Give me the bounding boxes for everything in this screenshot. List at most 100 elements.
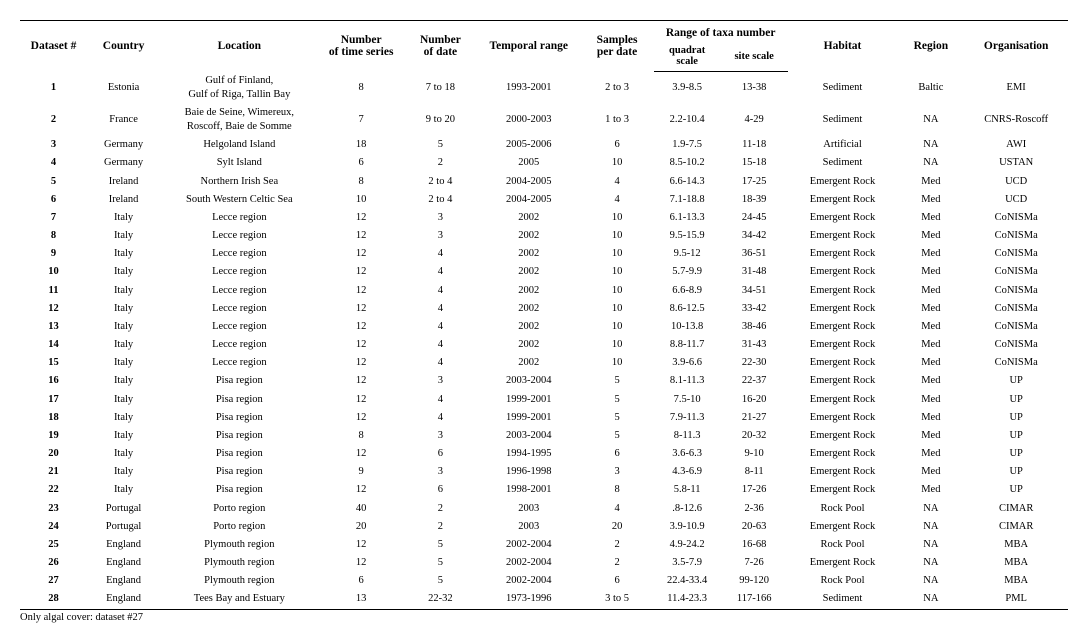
table-row: 24PortugalPorto region2022003203.9-10.92…	[20, 518, 1068, 536]
cell-site: 18-39	[721, 191, 788, 209]
cell-country: Italy	[87, 300, 160, 318]
cell-region: NA	[897, 500, 964, 518]
cell-country: Ireland	[87, 191, 160, 209]
cell-samples: 10	[581, 282, 654, 300]
cell-habitat: Emergent Rock	[788, 554, 898, 572]
cell-location: Lecce region	[160, 245, 318, 263]
cell-nts: 12	[319, 354, 404, 372]
cell-habitat: Sediment	[788, 104, 898, 136]
cell-nd: 2 to 4	[404, 191, 477, 209]
cell-nts: 8	[319, 173, 404, 191]
cell-temporal: 2002-2004	[477, 572, 581, 590]
cell-nts: 8	[319, 427, 404, 445]
cell-id: 20	[20, 445, 87, 463]
cell-location: Plymouth region	[160, 536, 318, 554]
cell-nts: 12	[319, 481, 404, 499]
cell-nts: 12	[319, 245, 404, 263]
header-quadrat: quadratscale	[654, 45, 721, 72]
cell-quadrat: 3.9-8.5	[654, 72, 721, 104]
table-row: 6IrelandSouth Western Celtic Sea102 to 4…	[20, 191, 1068, 209]
cell-nd: 5	[404, 572, 477, 590]
cell-site: 13-38	[721, 72, 788, 104]
cell-quadrat: 8.5-10.2	[654, 154, 721, 172]
cell-habitat: Emergent Rock	[788, 336, 898, 354]
cell-country: Italy	[87, 318, 160, 336]
cell-id: 23	[20, 500, 87, 518]
cell-location: South Western Celtic Sea	[160, 191, 318, 209]
cell-org: CoNISMa	[964, 336, 1068, 354]
table-row: 8ItalyLecce region1232002109.5-15.934-42…	[20, 227, 1068, 245]
cell-samples: 4	[581, 191, 654, 209]
cell-country: Estonia	[87, 72, 160, 104]
cell-nd: 3	[404, 227, 477, 245]
cell-org: CIMAR	[964, 518, 1068, 536]
cell-temporal: 2000-2003	[477, 104, 581, 136]
cell-quadrat: 5.8-11	[654, 481, 721, 499]
cell-id: 8	[20, 227, 87, 245]
cell-region: NA	[897, 590, 964, 609]
cell-habitat: Emergent Rock	[788, 391, 898, 409]
cell-samples: 5	[581, 372, 654, 390]
cell-quadrat: 10-13.8	[654, 318, 721, 336]
table-row: 2FranceBaie de Seine, Wimereux,Roscoff, …	[20, 104, 1068, 136]
cell-quadrat: 22.4-33.4	[654, 572, 721, 590]
cell-quadrat: 3.6-6.3	[654, 445, 721, 463]
cell-nd: 2	[404, 154, 477, 172]
cell-region: Med	[897, 445, 964, 463]
cell-id: 16	[20, 372, 87, 390]
cell-quadrat: 3.9-6.6	[654, 354, 721, 372]
table-row: 15ItalyLecce region1242002103.9-6.622-30…	[20, 354, 1068, 372]
table-row: 27EnglandPlymouth region652002-2004622.4…	[20, 572, 1068, 590]
cell-temporal: 2002	[477, 300, 581, 318]
table-row: 20ItalyPisa region1261994-199563.6-6.39-…	[20, 445, 1068, 463]
cell-region: Med	[897, 427, 964, 445]
cell-org: CIMAR	[964, 500, 1068, 518]
cell-nts: 12	[319, 263, 404, 281]
cell-id: 27	[20, 572, 87, 590]
cell-nts: 9	[319, 463, 404, 481]
cell-id: 19	[20, 427, 87, 445]
cell-site: 16-20	[721, 391, 788, 409]
cell-location: Lecce region	[160, 318, 318, 336]
header-org: Organisation	[964, 21, 1068, 72]
cell-org: EMI	[964, 72, 1068, 104]
cell-nts: 6	[319, 154, 404, 172]
cell-region: Med	[897, 391, 964, 409]
cell-quadrat: 8.6-12.5	[654, 300, 721, 318]
cell-samples: 8	[581, 481, 654, 499]
cell-quadrat: 8-11.3	[654, 427, 721, 445]
dataset-table: Dataset # Country Location Numberof time…	[20, 20, 1068, 610]
cell-samples: 3	[581, 463, 654, 481]
cell-site: 16-68	[721, 536, 788, 554]
cell-site: 17-25	[721, 173, 788, 191]
cell-samples: 4	[581, 173, 654, 191]
cell-temporal: 2002	[477, 282, 581, 300]
cell-id: 15	[20, 354, 87, 372]
cell-org: UP	[964, 391, 1068, 409]
cell-id: 28	[20, 590, 87, 609]
cell-nts: 12	[319, 372, 404, 390]
cell-temporal: 1999-2001	[477, 391, 581, 409]
cell-samples: 10	[581, 336, 654, 354]
cell-habitat: Sediment	[788, 590, 898, 609]
cell-nd: 3	[404, 427, 477, 445]
cell-quadrat: 6.6-14.3	[654, 173, 721, 191]
cell-habitat: Rock Pool	[788, 536, 898, 554]
cell-id: 25	[20, 536, 87, 554]
cell-nts: 12	[319, 536, 404, 554]
table-row: 10ItalyLecce region1242002105.7-9.931-48…	[20, 263, 1068, 281]
cell-org: MBA	[964, 572, 1068, 590]
cell-org: AWI	[964, 136, 1068, 154]
cell-nts: 13	[319, 590, 404, 609]
table-row: 14ItalyLecce region1242002108.8-11.731-4…	[20, 336, 1068, 354]
cell-habitat: Rock Pool	[788, 500, 898, 518]
cell-org: UP	[964, 409, 1068, 427]
cell-samples: 10	[581, 245, 654, 263]
table-row: 19ItalyPisa region832003-200458-11.320-3…	[20, 427, 1068, 445]
table-row: 5IrelandNorthern Irish Sea82 to 42004-20…	[20, 173, 1068, 191]
cell-nts: 10	[319, 191, 404, 209]
cell-country: Italy	[87, 227, 160, 245]
cell-id: 24	[20, 518, 87, 536]
cell-nd: 6	[404, 481, 477, 499]
cell-org: CoNISMa	[964, 209, 1068, 227]
